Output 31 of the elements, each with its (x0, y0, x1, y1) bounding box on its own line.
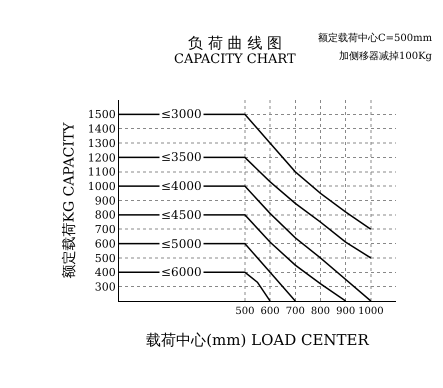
text: 额定载荷中心C=500mm (318, 32, 433, 44)
y-tick-label: 300 (94, 280, 116, 294)
x-tick-label: 800 (310, 306, 330, 317)
x-tick-label: 500 (235, 306, 254, 317)
series-label: ≤5000 (161, 237, 202, 251)
x-tick-label: 600 (260, 306, 280, 317)
chart-subtitle: CAPACITY CHART (174, 52, 296, 67)
series-label: ≤3000 (161, 107, 202, 121)
series-label: ≤4000 (161, 179, 202, 193)
chart-title: 负 荷 曲 线 图 (188, 34, 282, 52)
y-tick-label: 600 (94, 237, 116, 250)
y-axis-title: 额定载荷KG CAPACITY (61, 122, 78, 278)
x-axis-title: 载荷中心(mm) LOAD CENTER (146, 331, 370, 349)
y-tick-label: 500 (94, 252, 116, 265)
text: 加侧移器减掉100Kg (339, 50, 433, 62)
y-tick-label: 1300 (88, 136, 116, 150)
y-tick-label: 1200 (88, 151, 116, 164)
x-tick-label: 700 (286, 306, 305, 317)
x-tick-label: 900 (336, 306, 356, 317)
y-tick-label: 900 (94, 194, 116, 208)
y-tick-label: 400 (94, 266, 116, 280)
y-tick-label: 700 (94, 223, 116, 236)
y-tick-label: 800 (94, 208, 116, 222)
series-label: ≤3500 (161, 150, 202, 164)
y-tick-label: 1000 (88, 180, 116, 193)
series-label: ≤6000 (161, 265, 202, 279)
y-tick-label: 1100 (88, 166, 116, 179)
x-tick-label: 1000 (358, 306, 384, 317)
y-tick-label: 1500 (88, 108, 116, 122)
series-label: ≤4500 (161, 208, 202, 222)
y-tick-label: 1400 (88, 122, 116, 136)
